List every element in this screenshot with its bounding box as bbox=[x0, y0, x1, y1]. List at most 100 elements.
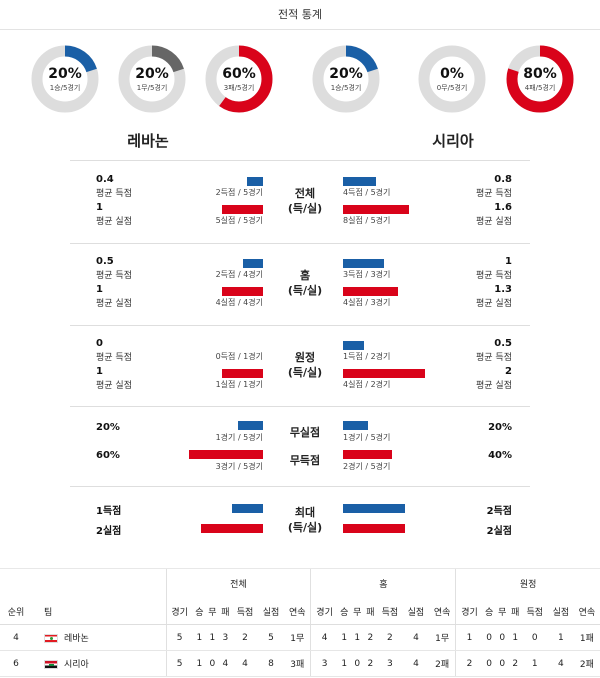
left-conceded-bar bbox=[201, 524, 263, 533]
left-avg-scored: 0.5 bbox=[96, 256, 114, 267]
col-header: 패 bbox=[363, 598, 377, 625]
stat-cell: 0 bbox=[521, 624, 548, 651]
stat-cell: 1 bbox=[192, 650, 206, 677]
stat-block: 0.5 평균 득점 1 평균 실점 1 평균 득점 1.3 평균 실점 홈 (득/실) 2득점 / … bbox=[0, 250, 600, 324]
left-avg-conceded: 1 bbox=[96, 284, 103, 295]
right-scored-bar bbox=[343, 421, 368, 430]
rank-cell: 4 bbox=[0, 624, 32, 651]
stat-cell: 4 bbox=[218, 650, 232, 677]
bar-caption: 2득점 / 5경기 bbox=[215, 188, 263, 197]
right-scored-bar bbox=[343, 177, 376, 186]
stat-cell: 2 bbox=[376, 624, 403, 651]
donut-ring bbox=[418, 45, 486, 113]
left-avg-scored: 0 bbox=[96, 338, 103, 349]
bar-caption: 1득점 / 2경기 bbox=[343, 352, 391, 361]
right-scored-bar bbox=[343, 504, 405, 513]
right-max-scored: 2득점 bbox=[486, 506, 512, 517]
stat-cell: 1 bbox=[205, 624, 219, 651]
right-avg-scored-label: 평균 득점 bbox=[476, 271, 512, 281]
stat-cell: 1패 bbox=[573, 624, 600, 651]
stat-block-label: 홈 (득/실) bbox=[287, 269, 323, 297]
right-scored-bar bbox=[343, 341, 364, 350]
stat-cell: 4 bbox=[402, 650, 429, 677]
col-header: 득점 bbox=[231, 598, 258, 625]
max-block: 1득점 2실점 2득점 2실점 최대 (득/실) bbox=[0, 492, 600, 562]
record-donut: 0% 0무/5경기 bbox=[417, 44, 487, 114]
donut-ring bbox=[506, 45, 574, 113]
donut-percent: 80% bbox=[523, 66, 557, 82]
donut-ring bbox=[31, 45, 99, 113]
bar-caption: 4실점 / 2경기 bbox=[343, 380, 391, 389]
flag-icon bbox=[44, 660, 58, 669]
right-avg-conceded-label: 평균 실점 bbox=[476, 299, 512, 309]
donut-percent: 20% bbox=[48, 66, 82, 82]
record-donut: 20% 1무/5경기 bbox=[117, 44, 187, 114]
left-scored-bar bbox=[232, 504, 263, 513]
stat-cell: 1무 bbox=[428, 624, 456, 651]
left-scored-bar bbox=[246, 177, 263, 186]
col-team: 팀 bbox=[32, 598, 166, 625]
team-cell[interactable]: 레바논 bbox=[32, 624, 166, 651]
clean-sheet-label: 무실점 bbox=[289, 426, 321, 439]
donut-percent: 0% bbox=[440, 66, 464, 82]
stat-cell: 3 bbox=[376, 650, 403, 677]
col-header: 실점 bbox=[402, 598, 429, 625]
clean-sheet-block: 20% 60% 20% 40% 무실점 무득점 1경기 / 5경기 3경기 / 5… bbox=[0, 412, 600, 482]
bar-caption: 4실점 / 3경기 bbox=[343, 298, 391, 307]
flag-icon bbox=[44, 634, 58, 643]
stat-cell: 2 bbox=[363, 650, 377, 677]
col-header: 패 bbox=[508, 598, 522, 625]
left-avg-conceded: 1 bbox=[96, 202, 103, 213]
stat-cell: 1 bbox=[350, 624, 364, 651]
table-row[interactable]: 4 레바논 5 1 1 3 2 5 1무 4 1 1 2 2 4 1무 1 0 0 1 0 1 1패 bbox=[0, 624, 600, 651]
no-goal-label: 무득점 bbox=[289, 454, 321, 467]
donut-arc bbox=[506, 45, 574, 113]
stat-cell: 2 bbox=[363, 624, 377, 651]
bar-caption: 3득점 / 3경기 bbox=[343, 270, 391, 279]
donut-arc bbox=[31, 45, 99, 113]
right-avg-scored: 1 bbox=[505, 256, 512, 267]
stat-cell: 1 bbox=[455, 624, 483, 651]
right-avg-scored: 0.8 bbox=[494, 174, 512, 185]
stat-cell: 2 bbox=[508, 650, 522, 677]
stat-cell: 1 bbox=[337, 650, 351, 677]
col-header: 실점 bbox=[258, 598, 285, 625]
stat-cell: 3패 bbox=[284, 650, 311, 677]
group-away: 원정 bbox=[455, 568, 600, 599]
col-header: 연속 bbox=[428, 598, 456, 625]
stat-cell: 1무 bbox=[284, 624, 311, 651]
left-avg-scored-label: 평균 득점 bbox=[96, 189, 132, 199]
bar-caption: 5실점 / 5경기 bbox=[215, 216, 263, 225]
bar-caption: 3경기 / 5경기 bbox=[215, 462, 263, 471]
bar-caption: 8실점 / 5경기 bbox=[343, 216, 391, 225]
bar-caption: 4득점 / 5경기 bbox=[343, 188, 391, 197]
left-conceded-bar bbox=[222, 287, 263, 296]
stat-cell: 5 bbox=[165, 624, 193, 651]
divider bbox=[70, 160, 530, 161]
record-donut: 60% 3패/5경기 bbox=[204, 44, 274, 114]
stat-block: 0 평균 득점 1 평균 실점 0.5 평균 득점 2 평균 실점 원정 (득/실) 0득점 / 1… bbox=[0, 332, 600, 406]
col-header: 승 bbox=[482, 598, 496, 625]
left-scored-bar bbox=[242, 259, 263, 268]
bar-caption: 1경기 / 5경기 bbox=[343, 433, 391, 442]
left-no-goal-rate: 60% bbox=[96, 450, 120, 461]
team-name: 시리아 bbox=[64, 660, 89, 670]
col-header: 경기 bbox=[165, 598, 193, 625]
team-cell[interactable]: 시리아 bbox=[32, 650, 166, 677]
col-header: 득점 bbox=[376, 598, 403, 625]
donut-caption: 1무/5경기 bbox=[136, 84, 168, 92]
table-row[interactable]: 6 시리아 5 1 0 4 4 8 3패 3 1 0 2 3 4 2패 2 0 0 2 1 4 2패 bbox=[0, 650, 600, 677]
standings-column-header: 순위 팀 경기 승 무 패 득점 실점 연속 경기 승 무 패 득점 실점 연속 경기 승 무 패 득점 실점 연속 bbox=[0, 598, 600, 625]
record-donut: 20% 1승/5경기 bbox=[311, 44, 381, 114]
stat-cell: 2패 bbox=[428, 650, 456, 677]
left-avg-conceded-label: 평균 실점 bbox=[96, 381, 132, 391]
standings-table: 전체 홈 원정 순위 팀 경기 승 무 패 득점 실점 연속 경기 승 무 패 득점 실점 연속 경기 승 무 패… bbox=[0, 568, 600, 677]
donut-caption: 3패/5경기 bbox=[223, 84, 255, 92]
stat-cell: 1 bbox=[521, 650, 548, 677]
stat-cell: 1 bbox=[337, 624, 351, 651]
col-header: 득점 bbox=[521, 598, 548, 625]
stat-block-label: 전체 (득/실) bbox=[287, 187, 323, 215]
donut-percent: 60% bbox=[222, 66, 256, 82]
group-home: 홈 bbox=[310, 568, 456, 599]
stat-cell: 0 bbox=[205, 650, 219, 677]
